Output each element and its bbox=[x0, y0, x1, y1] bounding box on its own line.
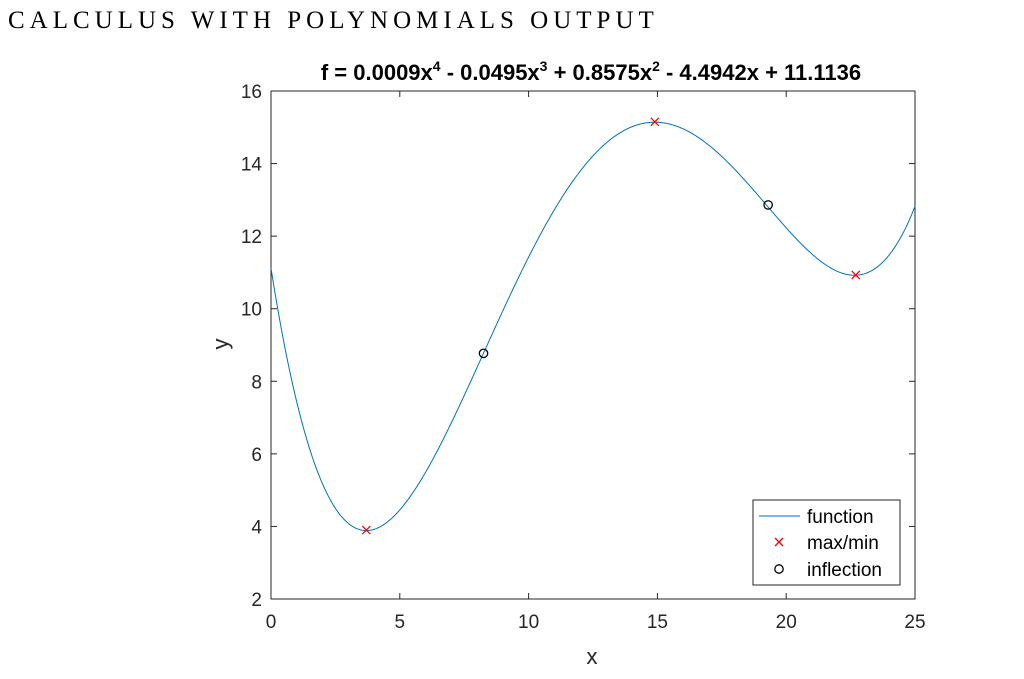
series-group bbox=[270, 121, 916, 532]
legend-entry-max-min: max/min bbox=[807, 533, 879, 554]
series-line-function bbox=[270, 121, 916, 532]
extremum-point bbox=[650, 117, 660, 127]
y-tick-label: 16 bbox=[241, 82, 262, 103]
y-tick-label: 2 bbox=[251, 590, 262, 611]
y-tick-label: 10 bbox=[241, 300, 262, 321]
legend-box bbox=[752, 499, 901, 586]
x-tick-label: 15 bbox=[647, 612, 668, 633]
x-tick-label: 5 bbox=[395, 612, 406, 633]
y-tick-label: 6 bbox=[251, 445, 262, 466]
x-axis-label: x bbox=[587, 644, 598, 669]
x-axis: 0 5 10 15 20 25 bbox=[266, 91, 926, 633]
y-axis: 2 4 6 8 10 12 14 16 bbox=[241, 82, 915, 611]
inflection-point bbox=[763, 200, 774, 210]
legend-entry-inflection: inflection bbox=[807, 560, 882, 581]
x-tick-label: 10 bbox=[518, 612, 539, 633]
y-tick-label: 4 bbox=[251, 517, 262, 538]
legend-circle-marker-icon bbox=[774, 564, 784, 574]
y-axis-label: y bbox=[208, 339, 233, 350]
y-tick-label: 14 bbox=[241, 155, 263, 176]
y-tick-label: 8 bbox=[251, 372, 262, 393]
inflection-point bbox=[478, 348, 489, 359]
legend: function max/min inflection bbox=[752, 499, 901, 586]
legend-x-marker-icon bbox=[774, 537, 784, 547]
chart-title: f = 0.0009x4 - 0.0495x3 + 0.8575x2 - 4.4… bbox=[321, 58, 861, 85]
x-tick-label: 20 bbox=[776, 612, 797, 633]
extremum-point bbox=[361, 525, 371, 535]
page-heading: CALCULUS WITH POLYNOMIALS OUTPUT bbox=[8, 7, 659, 34]
legend-entry-function: function bbox=[807, 507, 874, 528]
y-tick-label: 12 bbox=[241, 227, 262, 248]
x-tick-label: 0 bbox=[266, 612, 277, 633]
markers-group bbox=[361, 117, 861, 535]
extremum-point bbox=[851, 270, 861, 280]
x-tick-label: 25 bbox=[904, 612, 925, 633]
